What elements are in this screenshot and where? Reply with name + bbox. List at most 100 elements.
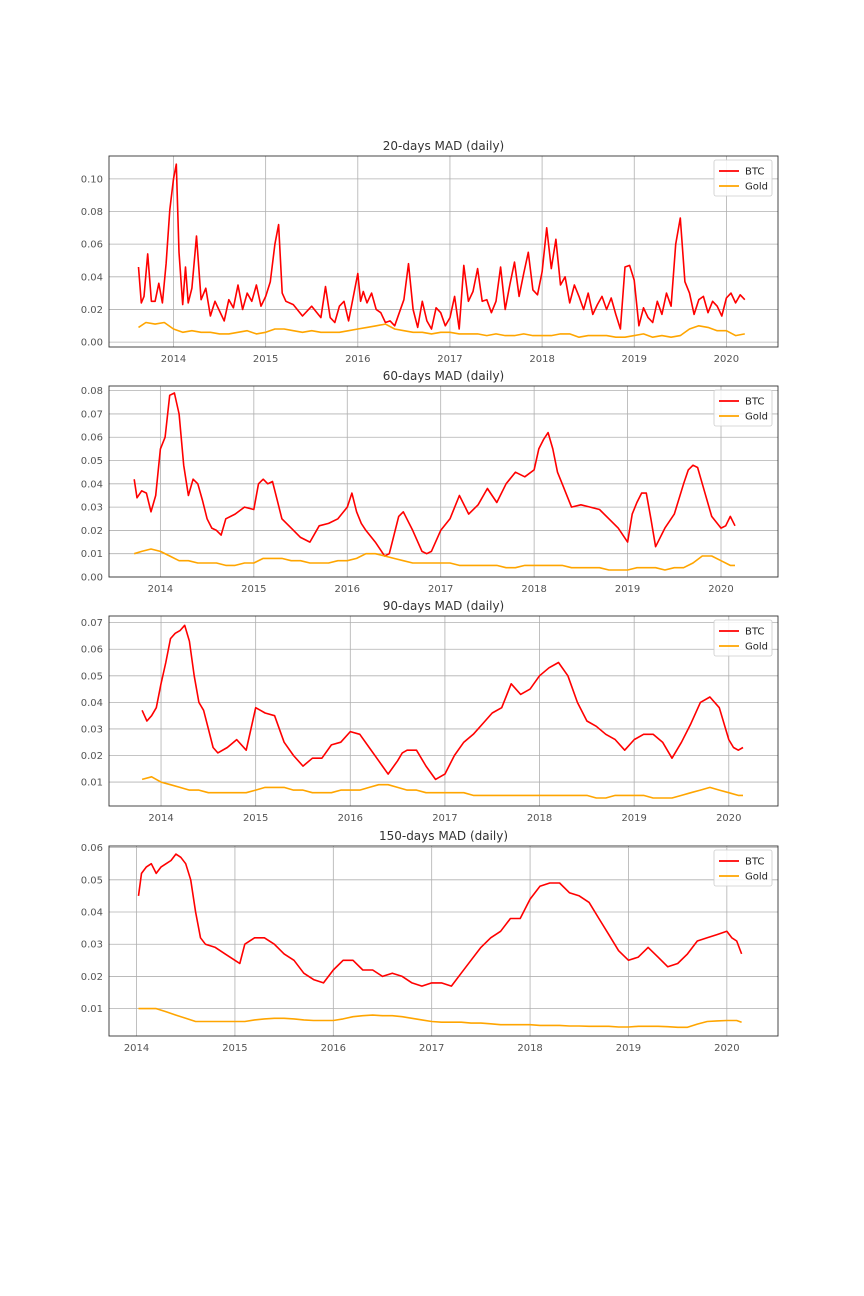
- grid: [109, 156, 778, 347]
- grid: [109, 616, 778, 806]
- y-tick-label: 0.06: [81, 843, 103, 854]
- series-lines: [137, 163, 746, 339]
- chart-panel-1: 2014 2015 2016 2017 2018 2019 2020 0.00 0.02 0.04…: [81, 139, 779, 365]
- x-tick-label: 2020: [714, 1043, 739, 1054]
- y-tick-label: 0.06: [81, 645, 103, 656]
- y-tick-label: 0.04: [81, 479, 103, 490]
- y-tick-label: 0.05: [81, 671, 103, 682]
- x-tick-label: 2019: [615, 584, 640, 595]
- x-tick-label: 2014: [148, 584, 173, 595]
- legend-box: [713, 389, 773, 427]
- x-tick-label: 2014: [124, 1043, 149, 1054]
- y-tick-label: 0.01: [81, 778, 103, 789]
- y-tick-label: 0.07: [81, 409, 103, 420]
- y-tick-label: 0.03: [81, 940, 103, 951]
- legend-label: Gold: [745, 872, 768, 883]
- x-tick-label: 2017: [432, 813, 457, 824]
- x-tick-label: 2017: [428, 584, 453, 595]
- x-tick-label: 2018: [517, 1043, 542, 1054]
- series-lines: [137, 853, 743, 1029]
- series-lines: [141, 624, 744, 799]
- chart-panel-3: 2014 2015 2016 2017 2018 2019 2020 0.01 0.02 0.03…: [81, 599, 779, 824]
- chart-title: 60-days MAD (daily): [383, 369, 504, 383]
- x-tick-label: 2015: [243, 813, 268, 824]
- x-tick-label: 2015: [253, 354, 278, 365]
- x-tick-label: 2020: [716, 813, 741, 824]
- legend-label: BTC: [745, 857, 764, 868]
- x-tick-label: 2019: [621, 813, 646, 824]
- x-tick-label: 2019: [622, 354, 647, 365]
- x-tick-label: 2016: [321, 1043, 346, 1054]
- y-tick-label: 0.05: [81, 875, 103, 886]
- legend-label: Gold: [745, 182, 768, 193]
- series-line-btc: [141, 624, 744, 781]
- x-tick-label: 2020: [714, 354, 739, 365]
- y-tick-label: 0.02: [81, 751, 103, 762]
- y-tick-label: 0.03: [81, 724, 103, 735]
- x-tick-label: 2016: [335, 584, 360, 595]
- legend: BTC Gold: [713, 619, 773, 657]
- legend: BTC Gold: [713, 849, 773, 887]
- x-tick-label: 2020: [708, 584, 733, 595]
- legend-label: Gold: [745, 412, 768, 423]
- x-tick-label: 2015: [241, 584, 266, 595]
- y-tick-label: 0.02: [81, 526, 103, 537]
- y-tick-label: 0.04: [81, 272, 103, 283]
- chart-panel-2: 2014 2015 2016 2017 2018 2019 2020 0.00 0.01 0.02…: [81, 369, 779, 595]
- y-tick-label: 0.00: [81, 573, 103, 584]
- chart-title: 150-days MAD (daily): [379, 829, 508, 843]
- legend-label: BTC: [745, 627, 764, 638]
- series-line-gold: [141, 775, 743, 799]
- x-tick-label: 2014: [161, 354, 186, 365]
- legend: BTC Gold: [713, 389, 773, 427]
- series-line-gold: [138, 321, 745, 339]
- y-tick-label: 0.03: [81, 503, 103, 514]
- y-tick-label: 0.06: [81, 240, 103, 251]
- y-tick-label: 0.06: [81, 433, 103, 444]
- y-tick-label: 0.02: [81, 972, 103, 983]
- chart-panel-4: 2014 2015 2016 2017 2018 2019 2020 0.01 0.02 0.03…: [81, 829, 779, 1054]
- chart-title: 90-days MAD (daily): [383, 599, 504, 613]
- y-tick-label: 0.04: [81, 908, 103, 919]
- legend-label: BTC: [745, 397, 764, 408]
- legend-box: [713, 619, 773, 657]
- x-tick-label: 2019: [616, 1043, 641, 1054]
- x-tick-label: 2014: [148, 813, 173, 824]
- x-tick-label: 2015: [222, 1043, 247, 1054]
- axes-frame: [108, 845, 779, 1037]
- y-tick-label: 0.01: [81, 1004, 103, 1015]
- y-tick-label: 0.02: [81, 305, 103, 316]
- y-tick-label: 0.08: [81, 207, 103, 218]
- axes-frame: [108, 385, 779, 578]
- y-tick-label: 0.00: [81, 338, 103, 349]
- y-tick-label: 0.04: [81, 698, 103, 709]
- x-tick-label: 2018: [521, 584, 546, 595]
- series-line-gold: [138, 1007, 742, 1029]
- x-tick-label: 2016: [338, 813, 363, 824]
- series-line-gold: [133, 548, 735, 571]
- y-tick-label: 0.07: [81, 618, 103, 629]
- chart-title: 20-days MAD (daily): [383, 139, 504, 153]
- x-tick-label: 2016: [345, 354, 370, 365]
- y-tick-label: 0.10: [81, 174, 103, 185]
- x-tick-label: 2017: [437, 354, 462, 365]
- legend-label: Gold: [745, 642, 768, 653]
- series-line-btc: [137, 853, 743, 987]
- x-tick-label: 2018: [527, 813, 552, 824]
- legend-box: [713, 849, 773, 887]
- legend-label: BTC: [745, 167, 764, 178]
- axes-frame: [108, 155, 779, 348]
- x-tick-label: 2018: [529, 354, 554, 365]
- legend-box: [713, 159, 773, 197]
- series-lines: [133, 392, 736, 571]
- legend: BTC Gold: [713, 159, 773, 197]
- x-tick-label: 2017: [419, 1043, 444, 1054]
- series-line-btc: [133, 392, 736, 557]
- axes-frame: [108, 615, 779, 807]
- series-line-btc: [137, 163, 746, 330]
- y-tick-label: 0.08: [81, 386, 103, 397]
- y-tick-label: 0.05: [81, 456, 103, 467]
- y-tick-label: 0.01: [81, 549, 103, 560]
- grid: [109, 846, 778, 1036]
